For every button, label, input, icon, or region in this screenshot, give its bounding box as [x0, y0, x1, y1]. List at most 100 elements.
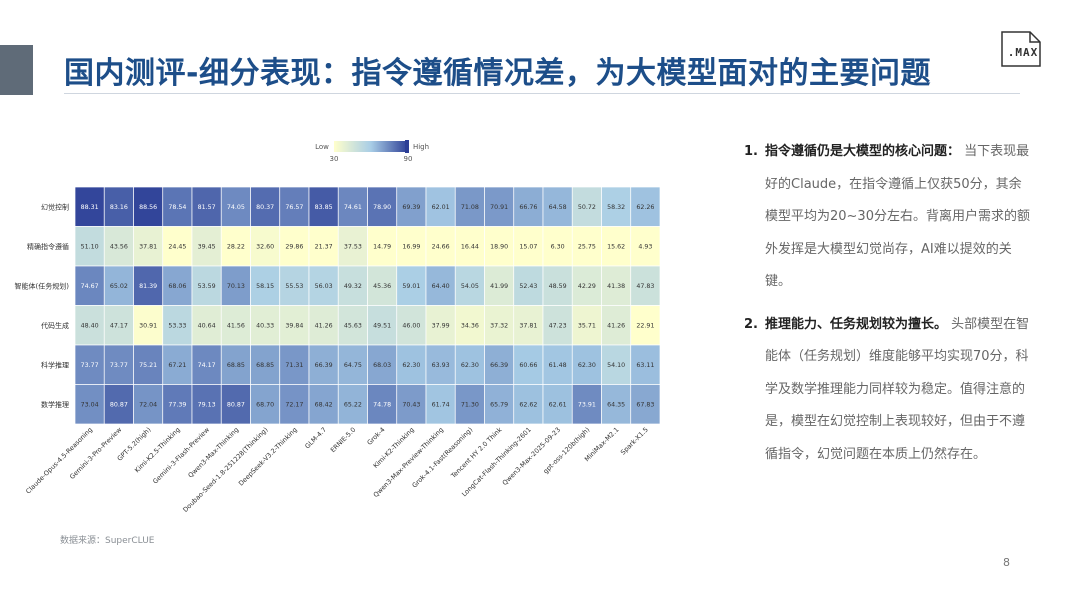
heatmap-cell	[454, 186, 485, 227]
heatmap-cell	[367, 384, 398, 425]
heatmap-cell	[133, 305, 164, 346]
cell-value-label: 59.01	[402, 283, 420, 290]
heatmap-cell	[220, 384, 251, 425]
cell-value-label: 16.44	[461, 244, 479, 251]
heatmap-cell	[571, 344, 602, 385]
heatmap-cell	[191, 344, 222, 385]
heatmap-cell	[308, 186, 339, 227]
heatmap-cell	[542, 226, 573, 267]
row-label: 科学推理	[41, 360, 69, 369]
cell-value-label: 24.66	[432, 244, 450, 251]
cell-value-label: 16.99	[402, 244, 420, 251]
cell-value-label: 81.57	[198, 204, 216, 211]
heatmap-cell	[630, 186, 661, 227]
cell-value-label: 64.35	[607, 402, 625, 409]
data-source: 数据来源：SuperCLUE	[60, 536, 155, 546]
heatmap-cell	[513, 186, 544, 227]
heatmap-cell	[337, 186, 368, 227]
heatmap-cell	[250, 384, 281, 425]
note-item: 2. 推理能力、任务规划较为擅长。 头部模型在智能体（任务规划）维度能够平均实现…	[744, 309, 1034, 472]
cell-value-label: 71.31	[285, 362, 303, 369]
page-number: 8	[1003, 556, 1010, 569]
heatmap-cell	[74, 384, 105, 425]
cell-value-label: 67.83	[636, 402, 654, 409]
legend-max-tick: 90	[404, 155, 413, 163]
heatmap-cell	[279, 344, 310, 385]
cell-value-label: 29.86	[285, 244, 303, 251]
max-logo-icon	[1001, 31, 1041, 67]
cell-value-label: 40.64	[198, 323, 216, 330]
heatmap-cell	[630, 384, 661, 425]
heatmap-cell	[454, 344, 485, 385]
note-lead: 推理能力、任务规划较为擅长。	[765, 316, 948, 332]
cell-value-label: 70.43	[402, 402, 420, 409]
cell-value-label: 68.70	[256, 402, 274, 409]
cell-value-label: 66.39	[315, 362, 333, 369]
cell-value-label: 63.11	[636, 362, 654, 369]
cell-value-label: 47.17	[110, 323, 128, 330]
heatmap-cell	[191, 226, 222, 267]
cell-value-label: 60.66	[519, 362, 537, 369]
heatmap-cell	[279, 384, 310, 425]
heatmap-cell	[162, 186, 193, 227]
cell-value-label: 63.93	[432, 362, 450, 369]
cell-value-label: 34.36	[461, 323, 479, 330]
heatmap-cell	[337, 384, 368, 425]
cell-value-label: 18.90	[490, 244, 508, 251]
heatmap-cell	[571, 226, 602, 267]
heatmap-cell	[103, 186, 134, 227]
row-label: 数学推理	[41, 400, 69, 409]
heatmap-cell	[571, 265, 602, 306]
cell-value-label: 70.13	[227, 283, 245, 290]
column-label: Gemini-3-Pro-Preview	[68, 425, 124, 481]
cell-value-label: 47.23	[549, 323, 567, 330]
heatmap-cell	[396, 186, 427, 227]
cell-value-label: 30.91	[139, 323, 157, 330]
heatmap-cell	[425, 384, 456, 425]
heatmap-cell	[103, 265, 134, 306]
cell-value-label: 21.37	[315, 244, 333, 251]
note-item: 1. 指令遵循仍是大模型的核心问题： 当下表现最好的Claude，在指令遵循上仅…	[744, 136, 1034, 299]
heatmap-cell	[162, 265, 193, 306]
heatmap-cell	[484, 265, 515, 306]
column-label: DeepSeek-V3.2-Thinking	[237, 426, 299, 488]
cell-value-label: 81.39	[139, 283, 157, 290]
cell-value-label: 80.37	[256, 204, 274, 211]
cell-value-label: 48.59	[549, 283, 567, 290]
heatmap-cell	[571, 384, 602, 425]
legend-high-label: High	[413, 143, 429, 151]
heatmap-cell	[484, 305, 515, 346]
cell-value-label: 62.30	[402, 362, 420, 369]
heatmap-cell	[308, 384, 339, 425]
heatmap-cell	[542, 344, 573, 385]
legend-min-tick: 30	[330, 155, 339, 163]
cell-value-label: 51.10	[81, 244, 99, 251]
cell-value-label: 39.45	[198, 244, 216, 251]
cell-value-label: 66.39	[490, 362, 508, 369]
cell-value-label: 68.85	[227, 362, 245, 369]
cell-value-label: 72.04	[139, 402, 157, 409]
cell-value-label: 41.38	[607, 283, 625, 290]
heatmap-cell	[162, 344, 193, 385]
row-label: 精确指令遵循	[27, 242, 69, 251]
cell-value-label: 14.79	[373, 244, 391, 251]
cell-value-label: 61.48	[549, 362, 567, 369]
cell-value-label: 66.76	[519, 204, 537, 211]
cell-value-label: 64.58	[549, 204, 567, 211]
cell-value-label: 68.42	[315, 402, 333, 409]
cell-value-label: 48.40	[81, 323, 99, 330]
cell-value-label: 76.57	[285, 204, 303, 211]
cell-value-label: 65.22	[344, 402, 362, 409]
heatmap-cell	[454, 384, 485, 425]
heatmap-cell	[513, 384, 544, 425]
heatmap-cell	[571, 186, 602, 227]
note-body: 当下表现最好的Claude，在指令遵循上仅获50分，其余模型平均为20~30分左…	[765, 144, 1030, 289]
heatmap-cell	[484, 186, 515, 227]
cell-value-label: 37.53	[344, 244, 362, 251]
cell-value-label: 43.56	[110, 244, 128, 251]
cell-value-label: 65.79	[490, 402, 508, 409]
cell-value-label: 53.59	[198, 283, 216, 290]
cell-value-label: 52.43	[519, 283, 537, 290]
cell-value-label: 56.03	[315, 283, 333, 290]
cell-value-label: 42.29	[578, 283, 596, 290]
